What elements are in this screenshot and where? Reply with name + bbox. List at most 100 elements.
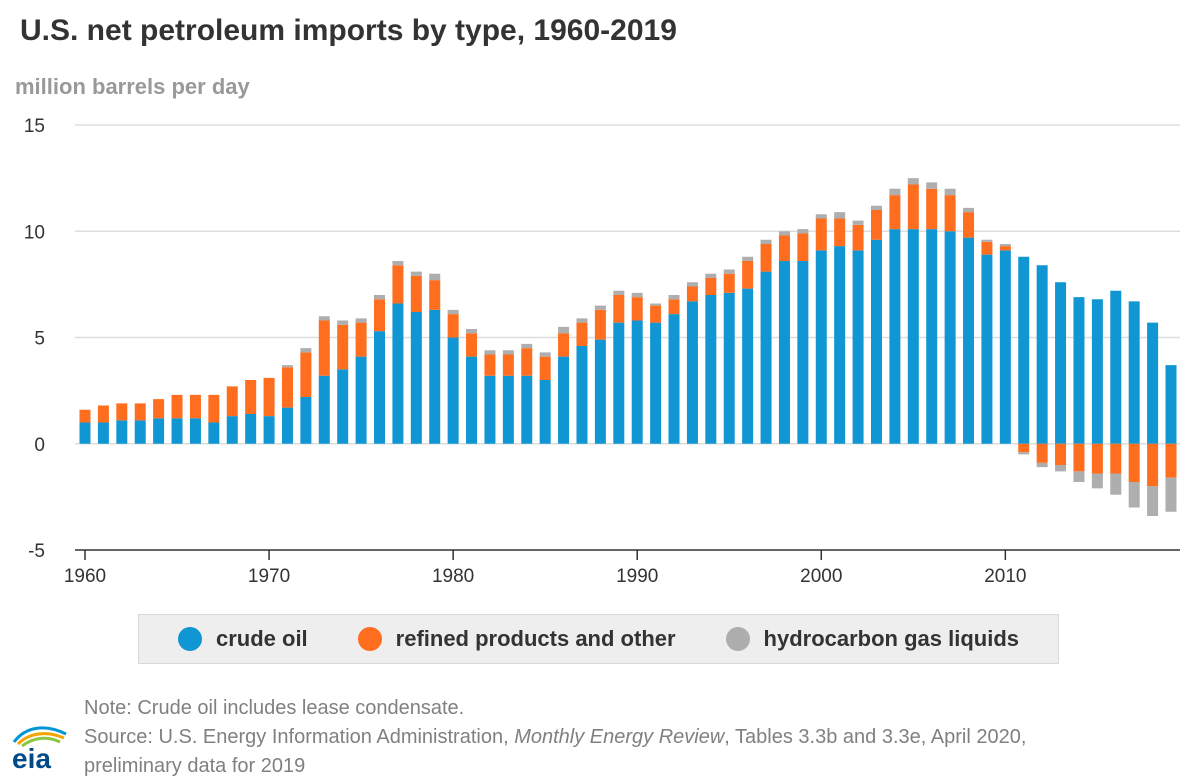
bar-refined-products-2019: [1165, 443, 1177, 478]
bar-hgl-1972: [300, 348, 312, 353]
x-tick-label: 1980: [432, 566, 474, 587]
bar-crude-oil-1962: [116, 420, 128, 444]
bar-refined-products-2000: [815, 218, 827, 251]
bar-refined-products-1960: [79, 409, 91, 423]
bar-crude-oil-2014: [1073, 297, 1085, 444]
bar-refined-products-1965: [171, 394, 183, 419]
bar-crude-oil-1982: [484, 375, 496, 444]
bar-refined-products-2005: [907, 184, 919, 230]
bar-crude-oil-1964: [153, 418, 165, 444]
bar-hgl-2010: [999, 244, 1011, 247]
bar-crude-oil-1971: [281, 407, 293, 444]
bar-crude-oil-2015: [1091, 299, 1103, 444]
bar-hgl-1994: [705, 273, 717, 278]
bar-hgl-2004: [889, 188, 901, 196]
legend-item-refined-products: refined products and other: [357, 626, 676, 652]
bar-crude-oil-1995: [723, 292, 735, 444]
bar-crude-oil-1968: [226, 416, 238, 444]
bar-hgl-2007: [944, 188, 956, 196]
bar-refined-products-1991: [650, 305, 662, 323]
hgl-swatch-icon: [725, 627, 750, 651]
bar-refined-products-2007: [944, 195, 956, 232]
bar-refined-products-1967: [208, 394, 220, 423]
bar-hgl-1997: [760, 239, 772, 244]
y-tick-label: 5: [34, 329, 45, 350]
bar-refined-products-1987: [576, 322, 588, 346]
bar-crude-oil-1969: [245, 414, 257, 444]
refined-products-swatch-icon: [357, 627, 382, 651]
bar-hgl-1980: [447, 309, 459, 315]
bar-hgl-2000: [815, 214, 827, 219]
bar-crude-oil-1983: [502, 375, 514, 444]
bar-refined-products-1988: [594, 309, 606, 340]
bar-hgl-1993: [686, 282, 698, 287]
chart-title: U.S. net petroleum imports by type, 1960…: [20, 14, 677, 47]
bar-hgl-1996: [742, 256, 754, 261]
bar-refined-products-2012: [1036, 443, 1048, 463]
bar-crude-oil-1979: [429, 309, 441, 444]
bar-refined-products-1989: [613, 295, 625, 323]
bar-hgl-1974: [337, 320, 349, 325]
note-text: Note: Crude oil includes lease condensat…: [84, 697, 465, 719]
source-notes: Note: Crude oil includes lease condensat…: [84, 694, 1184, 781]
bar-refined-products-1990: [631, 297, 643, 321]
bar-crude-oil-1967: [208, 422, 220, 444]
x-tick-label: 2000: [800, 566, 842, 587]
bar-refined-products-1993: [686, 286, 698, 302]
y-tick-label: 15: [24, 116, 45, 137]
bar-crude-oil-1992: [668, 314, 680, 444]
bar-refined-products-1983: [502, 354, 514, 376]
axes: 15 10 5 0 -5 1960 1970 1980 1990 2000 2010: [24, 116, 1180, 587]
bar-hgl-2002: [852, 220, 864, 225]
x-tick-label: 1960: [64, 566, 106, 587]
bar-refined-products-2009: [981, 241, 993, 255]
bar-crude-oil-1978: [410, 312, 422, 444]
bar-refined-products-1966: [189, 394, 201, 419]
bar-refined-products-1994: [705, 278, 717, 295]
bar-crude-oil-1974: [337, 369, 349, 444]
bar-refined-products-1999: [797, 233, 809, 261]
bar-crude-oil-1985: [539, 380, 551, 444]
bar-refined-products-1972: [300, 352, 312, 397]
bar-refined-products-1982: [484, 354, 496, 376]
bar-crude-oil-2004: [889, 229, 901, 444]
bar-refined-products-2003: [870, 210, 882, 240]
x-tick-label: 2010: [984, 566, 1026, 587]
bar-crude-oil-2001: [834, 246, 846, 444]
legend: crude oil refined products and other hyd…: [138, 614, 1059, 664]
bar-crude-oil-2005: [907, 229, 919, 444]
bar-refined-products-1969: [245, 380, 257, 414]
bar-refined-products-1978: [410, 275, 422, 312]
bar-hgl-1982: [484, 350, 496, 355]
bar-hgl-1978: [410, 271, 422, 276]
source-prefix: Source: U.S. Energy Information Administ…: [84, 726, 515, 748]
bar-crude-oil-1994: [705, 295, 717, 444]
bar-crude-oil-1993: [686, 301, 698, 444]
source-suffix: , Tables 3.3b and 3.3e, April 2020,: [724, 726, 1027, 748]
legend-item-hgl: hydrocarbon gas liquids: [725, 626, 1019, 652]
bar-hgl-2013: [1055, 465, 1067, 472]
bar-refined-products-1964: [153, 399, 165, 419]
legend-item-crude-oil: crude oil: [177, 626, 308, 652]
bar-refined-products-1968: [226, 386, 238, 417]
bar-hgl-2005: [907, 178, 919, 185]
bar-hgl-1984: [521, 343, 533, 349]
source-line-2: preliminary data for 2019: [84, 755, 306, 777]
bar-crude-oil-1989: [613, 322, 625, 444]
bar-refined-products-2006: [926, 188, 938, 230]
bar-hgl-1976: [374, 295, 386, 300]
bar-refined-products-1998: [778, 235, 790, 261]
bar-hgl-1977: [392, 261, 404, 266]
bar-crude-oil-1970: [263, 416, 275, 444]
bar-refined-products-2014: [1073, 443, 1085, 472]
bar-hgl-1999: [797, 229, 809, 234]
bar-crude-oil-2010: [999, 250, 1011, 444]
bar-refined-products-1973: [318, 320, 330, 376]
bar-refined-products-2010: [999, 246, 1011, 251]
bar-hgl-1995: [723, 269, 735, 274]
bar-crude-oil-1963: [134, 420, 146, 444]
bar-refined-products-1986: [558, 333, 570, 357]
y-tick-label: 0: [34, 435, 45, 456]
svg-text:eia: eia: [12, 743, 51, 774]
bar-refined-products-1974: [337, 324, 349, 370]
